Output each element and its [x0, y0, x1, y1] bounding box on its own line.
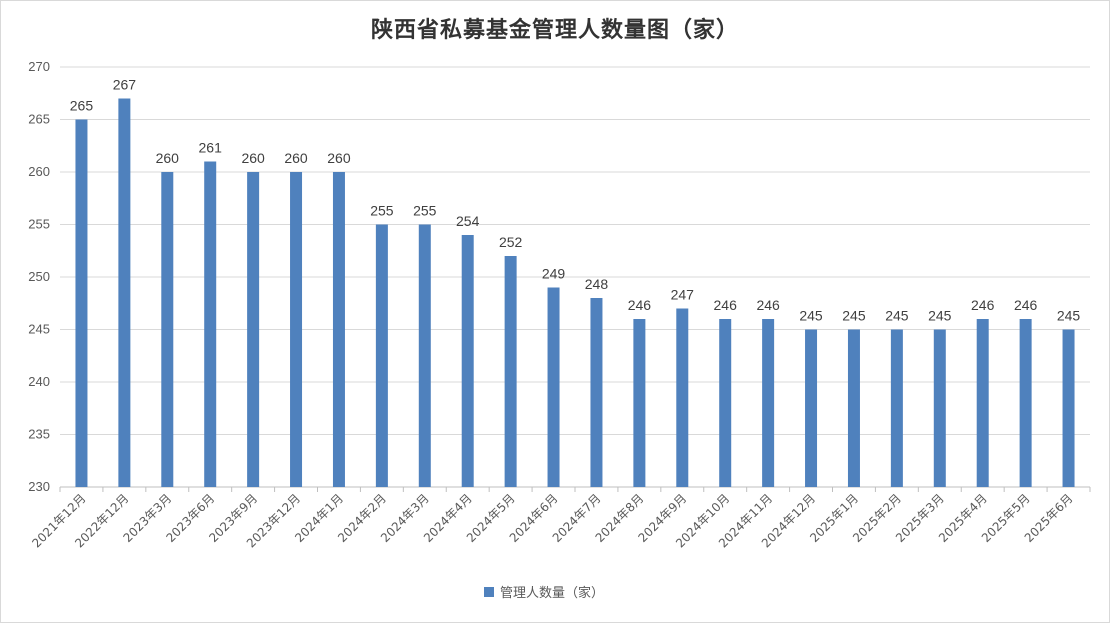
- bar: [247, 172, 260, 487]
- bar: [118, 98, 131, 487]
- data-label: 267: [113, 77, 137, 93]
- legend-label: 管理人数量（家）: [500, 585, 604, 601]
- bar: [719, 319, 732, 487]
- y-tick-label: 265: [28, 112, 50, 127]
- data-label: 252: [499, 234, 523, 250]
- bar: [204, 161, 217, 487]
- bar: [590, 298, 603, 487]
- data-label: 254: [456, 213, 480, 229]
- data-label: 265: [70, 98, 94, 114]
- chart-title: 陕西省私募基金管理人数量图（家）: [370, 18, 739, 43]
- data-label: 261: [199, 140, 223, 156]
- bar: [75, 119, 88, 487]
- y-tick-label: 240: [28, 374, 50, 389]
- data-label: 260: [241, 150, 265, 166]
- y-tick-label: 235: [28, 427, 50, 442]
- data-label: 255: [413, 203, 437, 219]
- y-tick-label: 270: [28, 59, 50, 74]
- data-label: 260: [156, 150, 180, 166]
- y-tick-label: 260: [28, 164, 50, 179]
- data-label: 260: [327, 150, 351, 166]
- data-label: 247: [671, 287, 695, 303]
- bar: [161, 172, 174, 487]
- data-label: 246: [971, 297, 995, 313]
- data-label: 245: [799, 308, 823, 324]
- bar: [633, 319, 646, 487]
- data-label: 249: [542, 266, 566, 282]
- data-label: 245: [842, 308, 866, 324]
- y-tick-label: 255: [28, 217, 50, 232]
- bar: [976, 319, 989, 487]
- data-label: 246: [714, 297, 738, 313]
- y-tick-label: 230: [28, 479, 50, 494]
- bar: [375, 224, 388, 487]
- bar: [332, 172, 345, 487]
- data-label: 260: [284, 150, 308, 166]
- data-label: 245: [885, 308, 909, 324]
- bar: [461, 235, 474, 487]
- bar: [547, 287, 560, 487]
- bar: [418, 224, 431, 487]
- data-label: 255: [370, 203, 394, 219]
- y-tick-label: 250: [28, 269, 50, 284]
- bar: [933, 329, 946, 487]
- bar: [676, 308, 689, 487]
- bar: [1062, 329, 1075, 487]
- data-label: 246: [628, 297, 652, 313]
- data-label: 245: [928, 308, 952, 324]
- bar: [504, 256, 517, 487]
- bar: [762, 319, 775, 487]
- bar: [890, 329, 903, 487]
- bar: [805, 329, 818, 487]
- legend-swatch: [484, 587, 494, 597]
- data-label: 246: [756, 297, 780, 313]
- data-label: 248: [585, 276, 609, 292]
- bar: [290, 172, 303, 487]
- y-tick-label: 245: [28, 322, 50, 337]
- data-label: 246: [1014, 297, 1038, 313]
- data-label: 245: [1057, 308, 1081, 324]
- bar: [847, 329, 860, 487]
- bar: [1019, 319, 1032, 487]
